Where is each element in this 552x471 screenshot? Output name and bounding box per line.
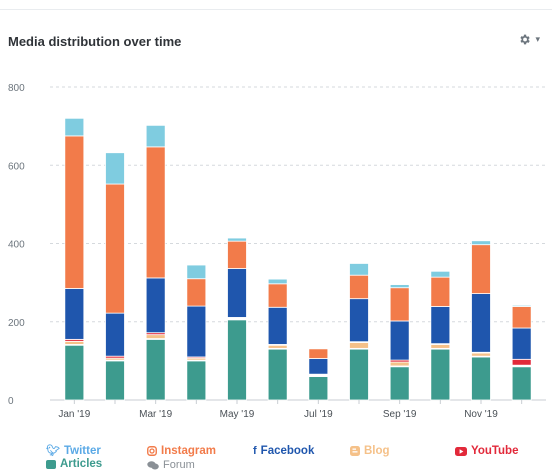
bar-segment-articles [389, 366, 410, 401]
bar-segment-facebook [511, 327, 532, 360]
legend-label-youtube: YouTube [471, 445, 519, 457]
legend-label-twitter: Twitter [63, 445, 101, 457]
legend-label-forum: Forum [163, 459, 195, 471]
bar-segment-instagram [511, 306, 532, 329]
forum-icon [147, 460, 159, 469]
bar-segment-articles [349, 348, 369, 401]
bar-segment-facebook [389, 320, 410, 361]
chevron-down-icon: ▾ [535, 34, 540, 44]
bar-segment-instagram [430, 276, 451, 307]
twitter-icon: 🐦︎ [46, 444, 60, 457]
bar-segment-articles [267, 348, 288, 401]
articles-icon [46, 459, 56, 469]
legend-label-facebook: Facebook [260, 445, 315, 457]
bar-segment-youtube [511, 358, 532, 366]
legend-label-blog: Blog [364, 445, 390, 457]
bar-segment-twitter [186, 264, 207, 280]
legend-item-twitter[interactable]: 🐦︎ Twitter [46, 445, 101, 457]
gear-icon [520, 34, 531, 45]
bar-segment-articles [145, 338, 166, 401]
bar-segment-facebook [349, 298, 369, 343]
bar-segment-twitter [267, 278, 288, 285]
bar-segment-facebook [471, 293, 491, 353]
bar-segment-facebook [64, 288, 85, 340]
bar-segment-instagram [145, 146, 166, 279]
legend-label-articles: Articles [60, 458, 103, 470]
bar-segment-twitter [308, 347, 329, 350]
bar-segment-facebook [145, 277, 166, 334]
blog-icon [350, 446, 360, 456]
x-tick-label: Nov '19 [464, 409, 498, 420]
top-divider [0, 9, 552, 10]
bar-segment-articles [430, 348, 451, 401]
bar-segment-twitter [511, 304, 532, 307]
bar-segment-instagram [64, 135, 85, 289]
legend-item-articles[interactable]: Articles [46, 458, 102, 470]
legend-label-instagram: Instagram [161, 445, 216, 457]
bar-segment-blog [389, 361, 410, 367]
instagram-icon [147, 446, 157, 456]
bar-segment-twitter [227, 237, 247, 242]
bar-segment-twitter [389, 284, 410, 289]
youtube-icon [455, 446, 467, 456]
legend-item-blog[interactable]: Blog [350, 445, 390, 457]
x-tick-label: Sep '19 [383, 409, 417, 420]
bar-segment-articles [105, 360, 125, 401]
bar-segment-articles [186, 360, 207, 401]
bar-segment-blog [64, 340, 85, 345]
bar-segment-facebook [105, 312, 125, 357]
legend-item-facebook[interactable]: f Facebook [253, 445, 314, 457]
bar-segment-twitter [430, 270, 451, 278]
bar-segment-articles [64, 344, 85, 401]
bar-segment-facebook [308, 358, 329, 375]
chart-legend: 🐦︎ Twitter Instagram f Facebook Blog [0, 441, 552, 471]
chart-title: Media distribution over time [8, 34, 182, 49]
bar-segment-instagram [349, 274, 369, 300]
stacked-bar-chart: 0 200 400 600 800 Jan '19 Mar '19 May '19 Jul '1… [8, 83, 546, 420]
bar-segment-instagram [105, 183, 125, 314]
bar-segment-articles [471, 356, 491, 401]
bar-segment-instagram [267, 283, 288, 308]
bar-segment-articles [227, 319, 247, 401]
y-tick-label: 800 [8, 83, 25, 94]
legend-item-forum[interactable]: Forum [147, 459, 195, 471]
bar-segment-twitter [64, 117, 85, 137]
bar-segment-instagram [308, 348, 329, 359]
bar-segment-articles [308, 376, 329, 401]
bar-segment-twitter [471, 240, 491, 246]
bar-segment-facebook [267, 306, 288, 345]
bar-segment-blog [145, 334, 166, 339]
y-tick-label: 0 [8, 396, 14, 407]
x-tick-label: Jan '19 [58, 409, 90, 420]
bar-segment-twitter [349, 263, 369, 276]
bar-segment-articles [511, 366, 532, 401]
legend-item-youtube[interactable]: YouTube [455, 445, 518, 457]
y-tick-label: 400 [8, 240, 25, 251]
bar-segment-twitter [145, 124, 166, 148]
legend-item-instagram[interactable]: Instagram [147, 445, 216, 457]
settings-menu-button[interactable]: ▾ [518, 33, 540, 46]
bar-segment-instagram [186, 278, 207, 307]
bar-segment-facebook [186, 305, 207, 358]
bar-segment-blog [349, 342, 369, 349]
x-tick-label: May '19 [220, 409, 255, 420]
y-tick-label: 200 [8, 318, 25, 329]
bar-segment-instagram [227, 240, 247, 269]
bar-segment-facebook [227, 268, 247, 318]
bar-segment-blog [430, 344, 451, 349]
bar-segment-instagram [389, 287, 410, 322]
bar-segment-blog [471, 352, 491, 357]
x-tick-label: Mar '19 [139, 409, 172, 420]
bar-segment-twitter [105, 152, 125, 185]
y-tick-label: 600 [8, 161, 25, 172]
x-tick-label: Jul '19 [304, 409, 333, 420]
bar-segment-facebook [430, 306, 451, 345]
bar-segment-instagram [471, 244, 491, 294]
facebook-icon: f [253, 444, 257, 457]
bar-segment-blog [267, 344, 288, 349]
